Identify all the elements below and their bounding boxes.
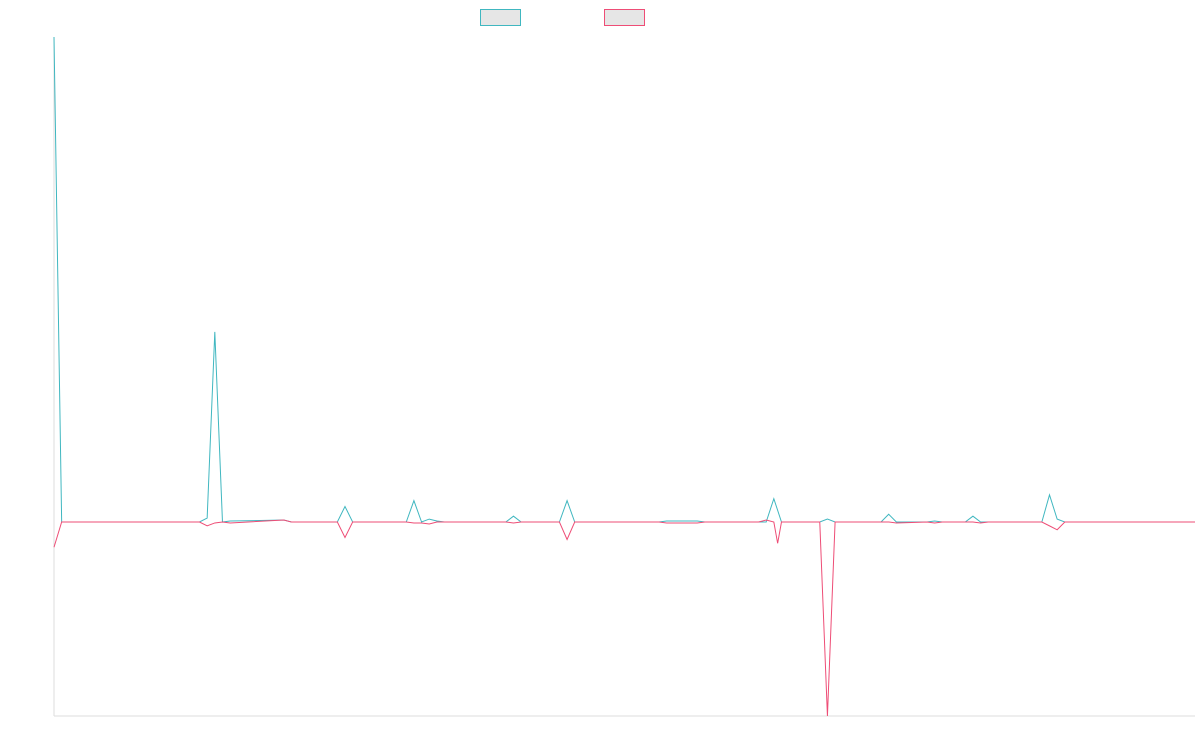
legend-swatch-1[interactable] — [480, 9, 521, 26]
series-line-1 — [53, 36, 1195, 523]
axes — [53, 37, 1195, 717]
series-line-2 — [53, 519, 1195, 717]
legend-swatch-2[interactable] — [604, 9, 645, 26]
series-layer — [53, 36, 1195, 717]
legend — [480, 9, 645, 26]
